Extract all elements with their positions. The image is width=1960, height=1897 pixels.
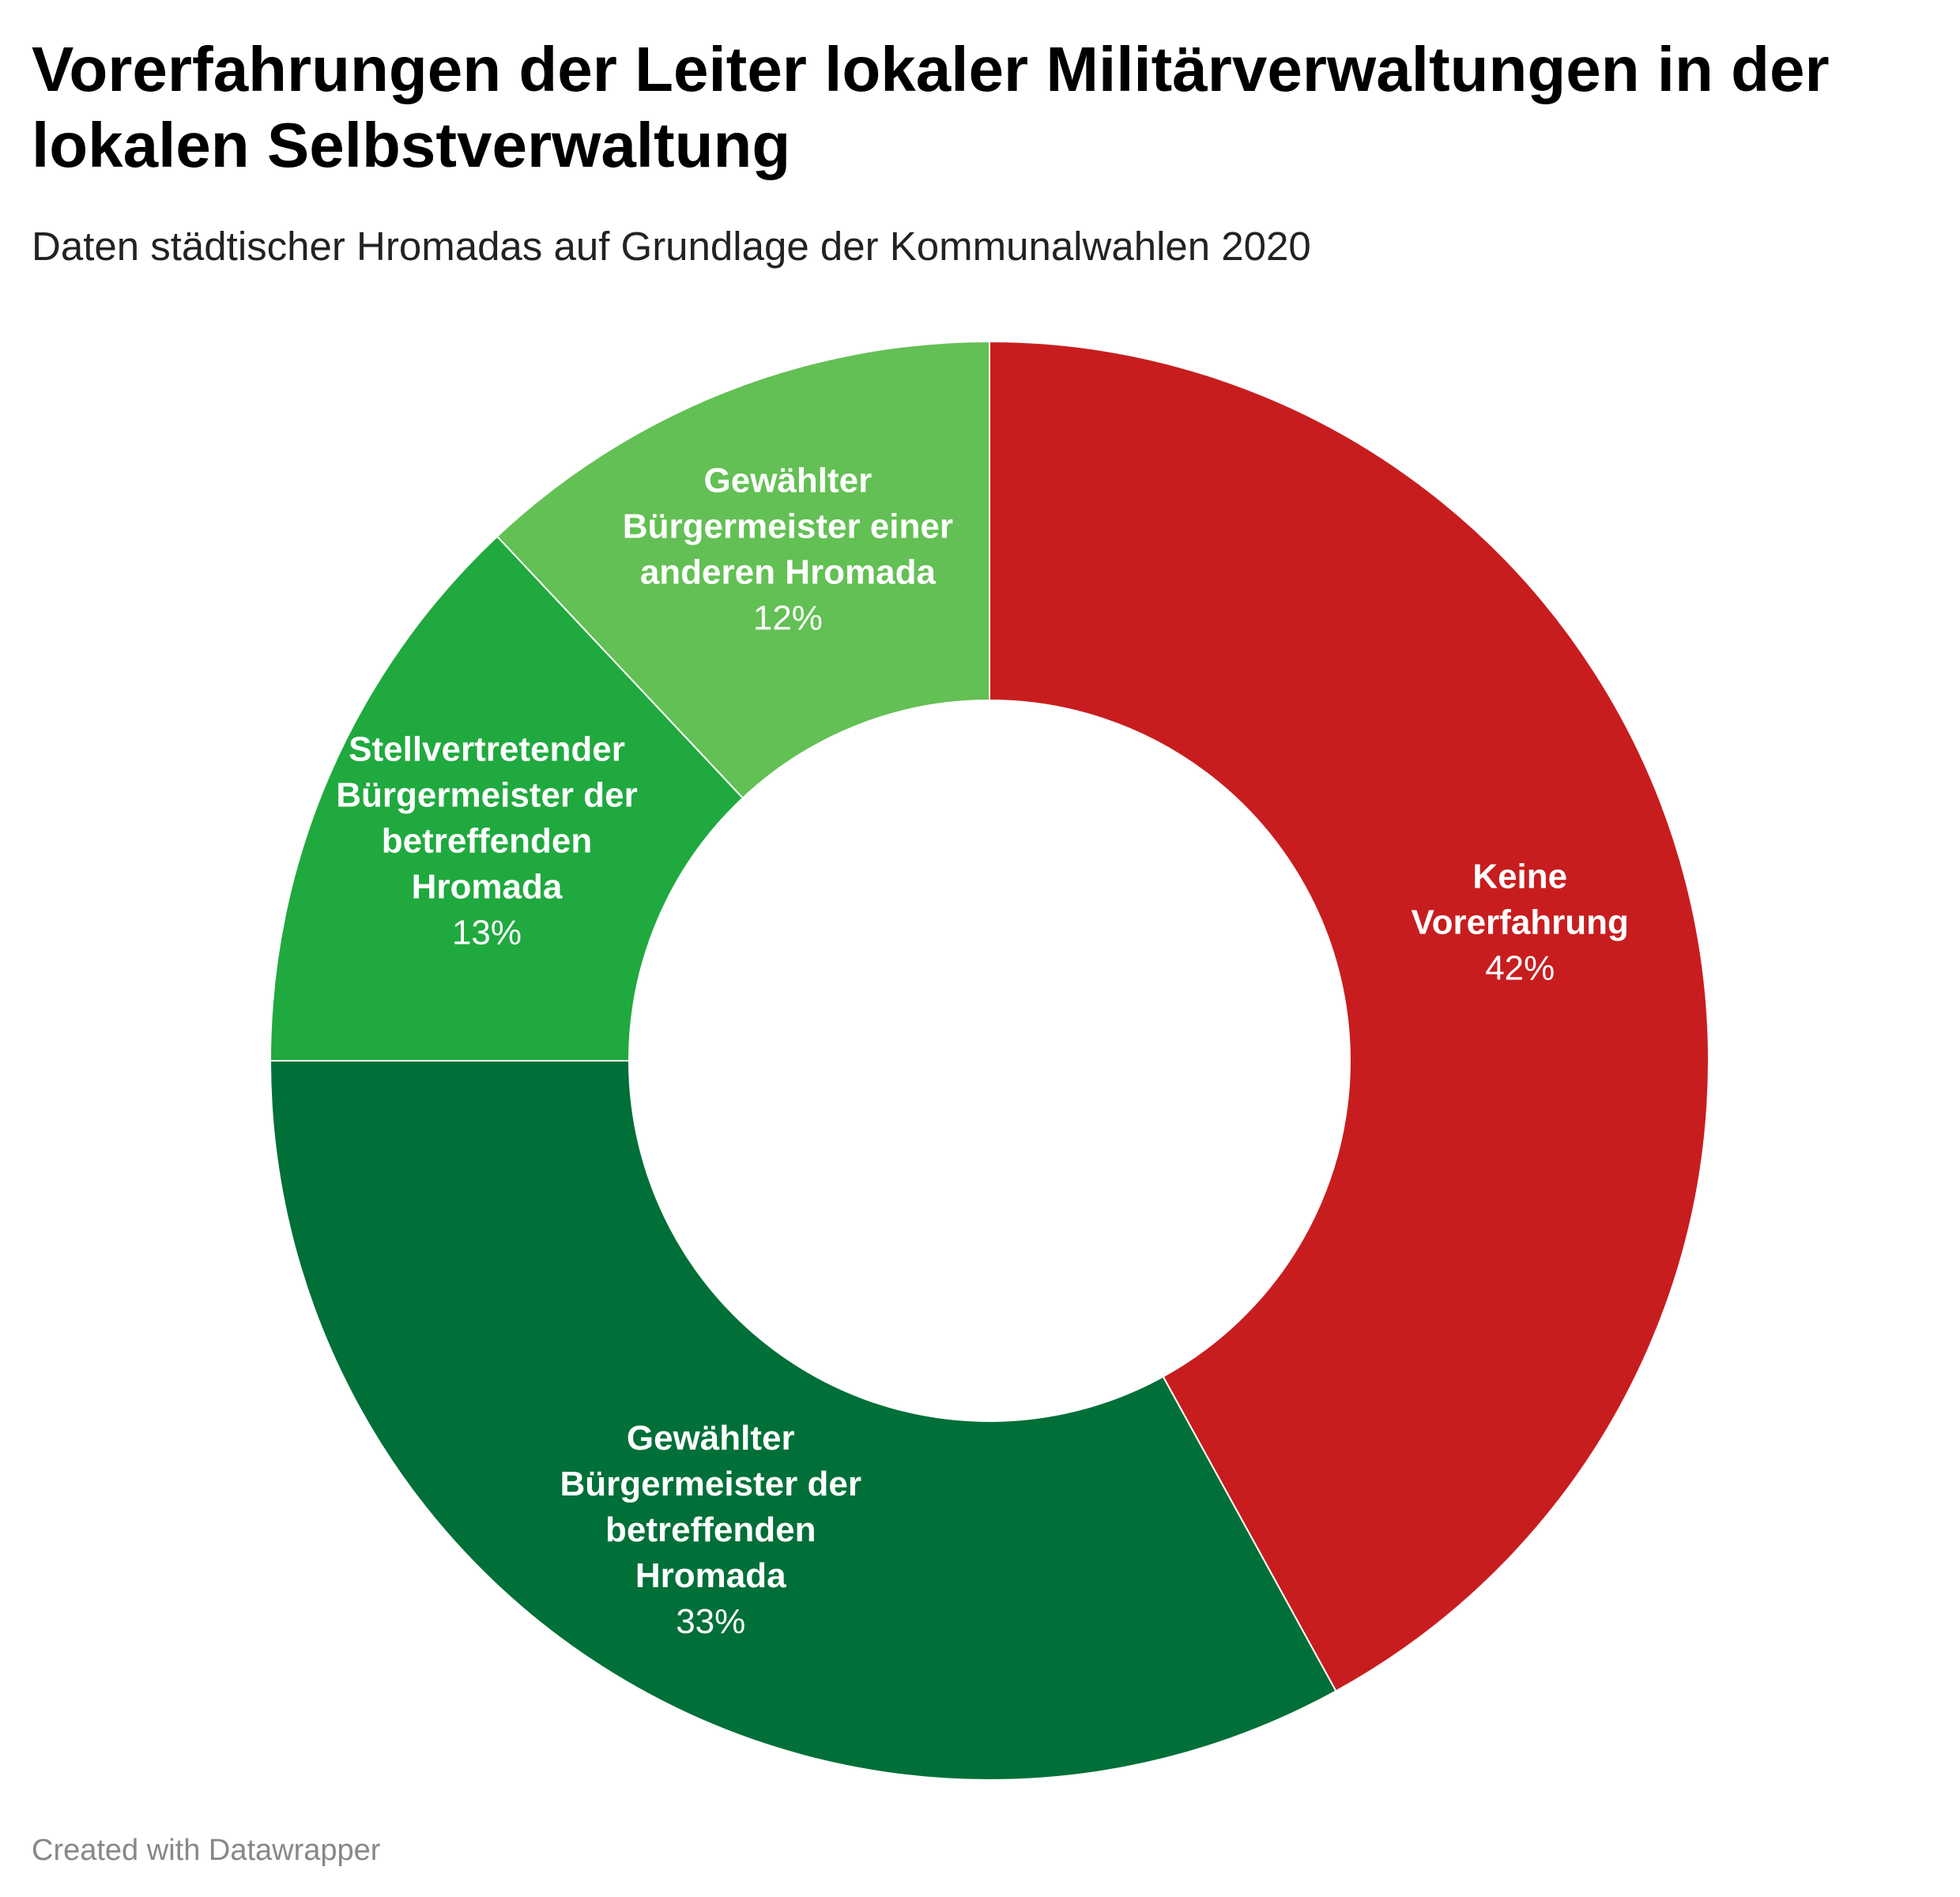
labels-layer: Keine Vorerfahrung 42% Gewählter Bürgermeist… [336, 461, 1629, 1641]
slice-label-stellvertretender-buergermeister-der-betreffenden-hromada: Stellvertretender Bürgermeister der betref… [336, 730, 637, 952]
slice-label-line: Stellvertretender [349, 730, 625, 768]
slice-label-line: Bürgermeister der [336, 775, 637, 814]
slice-gewaehlter-buergermeister-der-betreffenden-hromada [269, 1060, 1337, 1781]
slice-label-line: Bürgermeister einer [623, 507, 953, 545]
slice-label-line: Vorerfahrung [1412, 903, 1629, 941]
slices-layer [269, 340, 1709, 1781]
slice-keine-vorerfahrung [989, 340, 1709, 1692]
slice-label-line: Bürgermeister der [560, 1465, 861, 1503]
slice-label-line: Keine [1472, 857, 1567, 896]
chart-title: Vorerfahrungen der Leiter lokaler Militä… [32, 34, 1830, 180]
slice-label-gewaehlter-buergermeister-der-betreffenden-hromada: Gewählter Bürgermeister der betreffenden Hr… [560, 1419, 861, 1641]
slice-gewaehlter-buergermeister-einer-anderen-hromada [496, 340, 990, 800]
slice-label-line: anderen Hromada [640, 553, 937, 591]
slice-value-label: 12% [753, 598, 823, 637]
slice-stellvertretender-buergermeister-der-betreffenden-hromada [269, 535, 744, 1062]
slice-label-keine-vorerfahrung: Keine Vorerfahrung 42% [1412, 857, 1629, 987]
slice-value-label: 13% [452, 913, 522, 952]
credit-footer: Created with Datawrapper [32, 1834, 381, 1867]
slice-value-label: 42% [1485, 948, 1555, 987]
slice-label-line: Gewählter [627, 1419, 795, 1458]
slice-value-label: 33% [676, 1602, 745, 1641]
slice-label-line: Gewählter [704, 461, 873, 500]
slice-label-line: Hromada [635, 1556, 786, 1595]
slice-label-line: betreffenden [382, 821, 592, 860]
slice-label-gewaehlter-buergermeister-einer-anderen-hromada: Gewählter Bürgermeister einer anderen Hrom… [623, 461, 953, 637]
slice-label-line: Hromada [412, 867, 563, 906]
slice-label-line: betreffenden [605, 1510, 816, 1549]
chart-subtitle: Daten städtischer Hromadas auf Grundlage… [32, 224, 1311, 269]
